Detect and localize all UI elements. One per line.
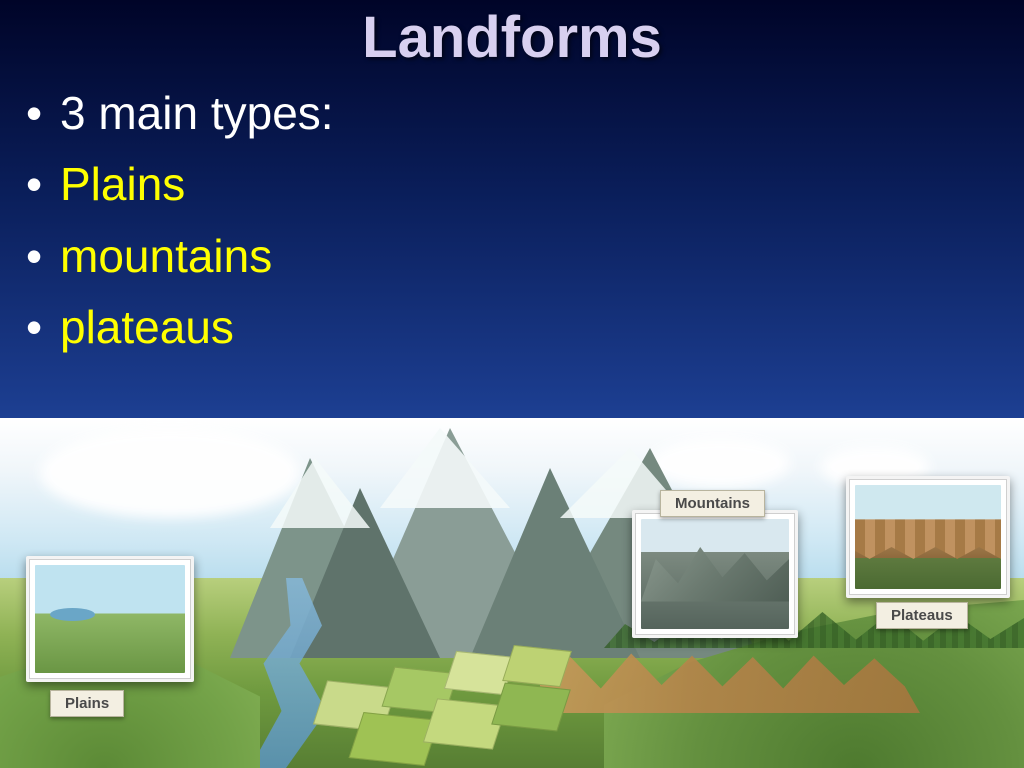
callout-card-mountains: [632, 510, 798, 638]
field: [491, 683, 571, 732]
callout-label-plains: Plains: [50, 690, 124, 717]
callout-card-plains: [26, 556, 194, 682]
bullet-list: 3 main types: Plains mountains plateaus: [26, 78, 334, 363]
bullet-item: Plains: [26, 149, 334, 220]
plains-thumb-icon: [35, 565, 185, 673]
callout-label-mountains: Mountains: [660, 490, 765, 517]
bullet-item: plateaus: [26, 292, 334, 363]
field: [502, 645, 572, 687]
plateaus-thumb-icon: [855, 485, 1001, 589]
mountains-thumb-icon: [641, 519, 789, 629]
callout-card-plateaus: [846, 476, 1010, 598]
bullet-item: 3 main types:: [26, 78, 334, 149]
slide-title: Landforms: [0, 4, 1024, 71]
bullet-item: mountains: [26, 221, 334, 292]
callout-label-plateaus: Plateaus: [876, 602, 968, 629]
slide: Landforms 3 main types: Plains mountains…: [0, 0, 1024, 768]
